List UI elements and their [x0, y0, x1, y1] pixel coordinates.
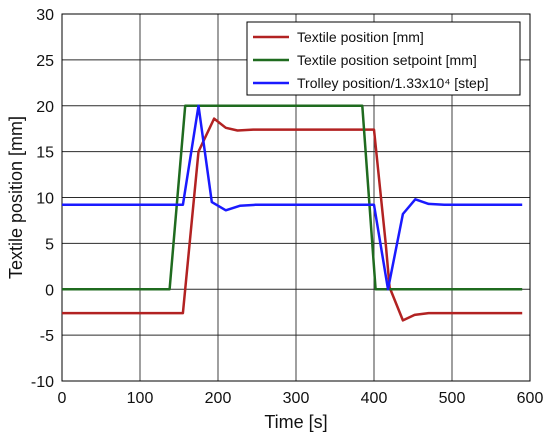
legend: Textile position [mm] Textile position se…	[246, 21, 521, 96]
x-tick-label: 300	[283, 390, 310, 407]
x-tick-label: 100	[127, 390, 154, 407]
y-tick-label: -5	[40, 328, 54, 345]
series-line-3	[62, 104, 523, 291]
x-tick-label: 200	[205, 390, 232, 407]
series-line-2	[62, 104, 523, 291]
y-tick-label: -10	[31, 374, 54, 391]
legend-label: Trolley position/1.33x10⁴ [step]	[297, 75, 489, 91]
x-axis-title: Time [s]	[264, 412, 327, 432]
legend-label: Textile position setpoint [mm]	[297, 52, 477, 68]
y-tick-label: 0	[45, 282, 54, 299]
plot-frame	[61, 13, 531, 382]
y-tick-label: 15	[36, 145, 54, 162]
y-tick-label: 10	[36, 191, 54, 208]
y-tick-label: 25	[36, 53, 54, 70]
legend-items: Textile position [mm] Textile position se…	[253, 29, 489, 91]
x-tick-label: 600	[517, 390, 544, 407]
series-line-1	[62, 117, 523, 322]
y-tick-label: 5	[45, 236, 54, 253]
y-axis-title: Textile position [mm]	[6, 116, 26, 279]
legend-label: Textile position [mm]	[297, 29, 424, 45]
tick-labels: 0 100 200 300 400 500 600 -10 -5 0 5 10 15 20 25 30	[31, 7, 544, 407]
legend-box	[246, 21, 521, 96]
x-tick-label: 0	[58, 390, 67, 407]
series-layer	[62, 104, 523, 322]
x-tick-label: 500	[439, 390, 466, 407]
y-tick-label: 30	[36, 7, 54, 24]
x-tick-label: 400	[361, 390, 388, 407]
y-tick-label: 20	[36, 99, 54, 116]
